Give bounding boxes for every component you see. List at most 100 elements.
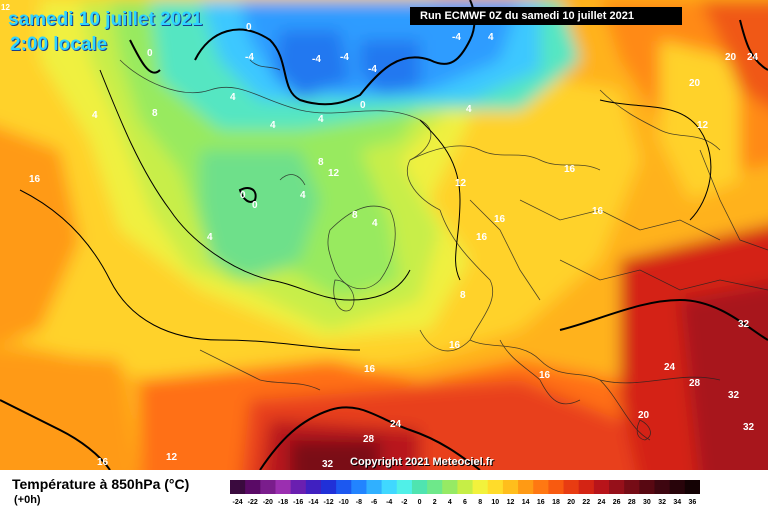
legend-swatch xyxy=(290,480,307,494)
map-label: 32 xyxy=(738,319,750,330)
map-label: -4 xyxy=(312,54,321,65)
legend-swatch xyxy=(654,480,671,494)
map-label: 8 xyxy=(352,210,358,221)
legend-tick-label: -20 xyxy=(263,499,273,506)
legend-tick-label: 36 xyxy=(689,499,697,506)
map-label: -4 xyxy=(340,52,349,63)
map-label: 0 xyxy=(240,190,246,201)
legend-swatch xyxy=(351,480,367,494)
map-label: 0 xyxy=(360,100,366,111)
legend-tick-label: 0 xyxy=(418,499,422,506)
map-label: 24 xyxy=(664,362,676,373)
parameter-title: Température à 850hPa (°C) xyxy=(12,476,190,492)
map-label: 20 xyxy=(725,52,737,63)
legend-tick-label: 26 xyxy=(613,499,621,506)
legend-swatch xyxy=(669,480,686,494)
legend-swatch xyxy=(563,480,580,494)
legend-tick-label: 6 xyxy=(463,499,467,506)
map-label: 16 xyxy=(494,214,506,225)
map-label: 12 xyxy=(697,120,709,131)
legend-footer: Température à 850hPa (°C) (+0h) -24 -22 -2… xyxy=(0,470,768,512)
map-label: 16 xyxy=(592,206,604,217)
legend-swatch xyxy=(639,480,656,494)
coastlines xyxy=(119,59,768,441)
map-label: -4 xyxy=(368,64,377,75)
legend-swatch xyxy=(336,480,352,494)
legend-tick-label: 2 xyxy=(433,499,437,506)
legend-tick-label: 14 xyxy=(522,499,530,506)
legend-swatch xyxy=(593,480,610,494)
legend-tick-label: 32 xyxy=(658,499,666,506)
map-label: 16 xyxy=(564,164,576,175)
legend-swatch xyxy=(533,480,549,494)
map-label: 4 xyxy=(230,92,236,103)
map-label: 28 xyxy=(363,434,375,445)
legend-tick-label: -14 xyxy=(308,499,318,506)
legend-tick-label: 28 xyxy=(628,499,636,506)
legend-swatch xyxy=(487,480,504,494)
map-label: 0 xyxy=(246,22,252,33)
legend-tick-label: -18 xyxy=(278,499,288,506)
map-label: 12 xyxy=(166,452,178,463)
legend-swatch xyxy=(396,480,413,494)
isotherm-labels: 0 -4 -4 -4 -4 -4 0 0 0 0 4 4 4 4 4 4 4 4… xyxy=(29,22,759,470)
isotherms-thin xyxy=(19,69,712,351)
map-label: 0 xyxy=(147,48,153,59)
legend-swatch xyxy=(260,480,276,494)
copyright-text: Copyright 2021 Meteociel.fr xyxy=(350,456,494,468)
legend-tick-label: 24 xyxy=(598,499,606,506)
map-label: 20 xyxy=(638,410,650,421)
lead-time: (+0h) xyxy=(14,494,41,506)
map-label: 16 xyxy=(476,232,488,243)
legend-tick-label: 22 xyxy=(582,499,590,506)
map-label: 12 xyxy=(328,168,340,179)
legend-tick-label: 20 xyxy=(567,499,575,506)
legend-swatch xyxy=(230,480,246,494)
legend-tick-label: 8 xyxy=(478,499,482,506)
map-label: 32 xyxy=(728,390,740,401)
legend-swatch xyxy=(305,480,322,494)
legend-tick-label: -2 xyxy=(401,499,407,506)
legend-tick-label: -6 xyxy=(371,499,377,506)
map-label: 16 xyxy=(539,370,551,381)
map-label: 24 xyxy=(390,419,402,430)
map-label: 4 xyxy=(466,104,472,115)
legend-tick-label: 16 xyxy=(537,499,545,506)
legend-swatch xyxy=(457,480,474,494)
legend-swatch xyxy=(578,480,595,494)
legend-tick-label: -24 xyxy=(233,499,243,506)
legend-tick-label: 18 xyxy=(552,499,560,506)
map-label: 24 xyxy=(747,52,759,63)
legend-swatch xyxy=(245,480,261,494)
map-label: 12 xyxy=(455,178,467,189)
legend-tick-label: -4 xyxy=(386,499,392,506)
map-label: 4 xyxy=(92,110,98,121)
forecast-date: samedi 10 juillet 2021 xyxy=(8,9,203,30)
legend-swatch xyxy=(502,480,519,494)
legend-swatch xyxy=(427,480,443,494)
map-label: 16 xyxy=(449,340,461,351)
map-label: 16 xyxy=(97,457,109,468)
map-label: 0 xyxy=(252,200,258,211)
map-label: 4 xyxy=(207,232,213,243)
legend-swatch xyxy=(411,480,428,494)
color-scale-legend: -24 -22 -20 -18 -16 -14 -12 -10 -8 -6 -4 -2 0 2 4 6 8 10 1… xyxy=(230,480,700,506)
legend-swatch xyxy=(320,480,337,494)
legend-tick-label: 4 xyxy=(448,499,452,506)
forecast-local-time: 2:00 locale xyxy=(10,34,108,55)
legend-swatch xyxy=(275,480,292,494)
corner-mark: 12 xyxy=(1,3,10,12)
map-label: 4 xyxy=(300,190,306,201)
legend-tick-label: -22 xyxy=(248,499,258,506)
legend-tick-label: -10 xyxy=(339,499,349,506)
legend-tick-label: 34 xyxy=(673,499,681,506)
map-label: 4 xyxy=(372,218,378,229)
legend-tick-label: -8 xyxy=(356,499,362,506)
map-label: 8 xyxy=(152,108,158,119)
map-label: 8 xyxy=(318,157,324,168)
legend-swatch xyxy=(609,480,625,494)
legend-tick-label: 10 xyxy=(491,499,499,506)
legend-swatch xyxy=(684,480,700,494)
legend-tick-label: 30 xyxy=(643,499,651,506)
map-label: -4 xyxy=(452,32,461,43)
